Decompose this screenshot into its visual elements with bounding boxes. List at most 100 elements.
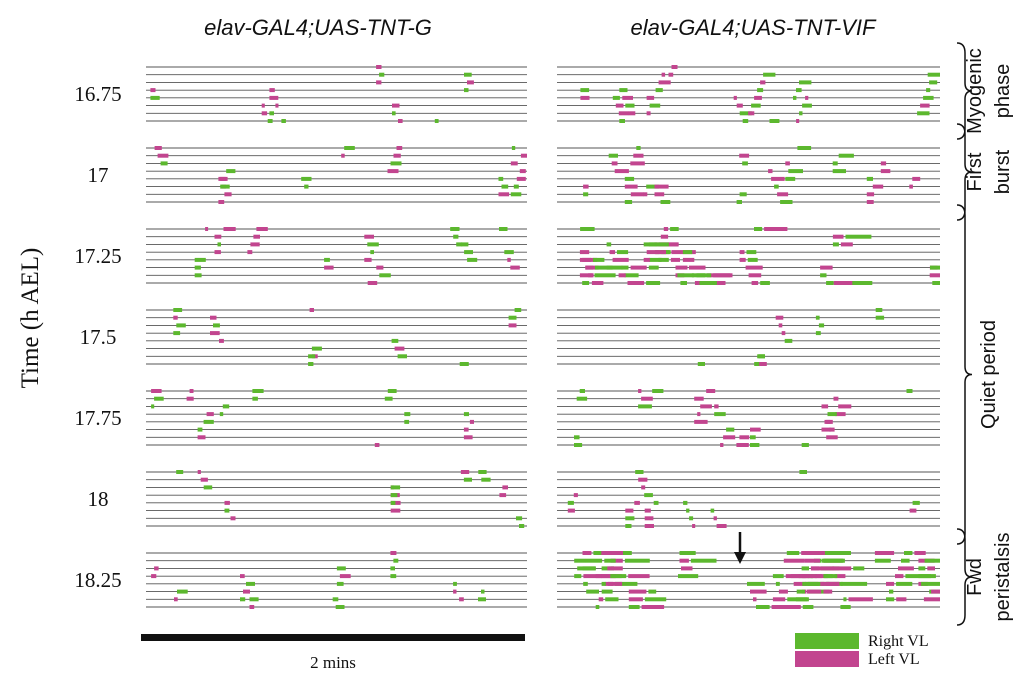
right-vl-event — [683, 500, 688, 505]
phase-label: Fwd — [964, 558, 986, 596]
left-vl-event — [630, 265, 647, 270]
left-vl-event — [750, 427, 761, 432]
right-vl-event — [308, 354, 316, 359]
right-vl-event — [742, 119, 749, 123]
left-vl-event — [390, 551, 397, 555]
right-vl-event — [606, 265, 623, 270]
right-vl-event — [644, 597, 667, 602]
right-vl-event — [678, 574, 699, 579]
right-vl-event — [246, 581, 255, 586]
right-vl-event — [194, 265, 201, 270]
right-vl-event — [904, 551, 913, 555]
left-vl-event — [801, 551, 819, 555]
left-vl-event — [591, 281, 604, 285]
right-vl-event — [918, 566, 926, 571]
raster-block — [146, 470, 527, 528]
phase-bracket — [956, 528, 973, 626]
right-vl-event — [660, 200, 671, 204]
left-vl-event — [367, 281, 378, 285]
right-vl-event — [788, 169, 803, 174]
left-vl-event — [615, 103, 624, 108]
timepoint-label: 17.25 — [74, 244, 121, 268]
left-vl-event — [622, 95, 633, 100]
left-vl-event — [249, 605, 255, 609]
left-vl-event — [748, 273, 762, 278]
right-vl-event — [774, 184, 779, 189]
left-vl-event — [697, 412, 701, 417]
left-vl-event — [224, 500, 230, 505]
left-vl-event — [835, 281, 853, 285]
raster-block — [557, 65, 940, 123]
left-vl-event — [638, 389, 642, 393]
right-vl-event — [802, 103, 812, 108]
raster-blocks — [146, 65, 940, 609]
right-vl-event — [801, 566, 809, 571]
right-vl-event — [301, 176, 312, 181]
left-vl-event — [700, 404, 712, 409]
left-vl-event — [247, 250, 253, 255]
right-vl-event — [624, 558, 650, 563]
left-vl-event — [214, 234, 222, 239]
left-vl-event — [641, 605, 665, 609]
left-vl-event — [392, 103, 400, 108]
right-vl-event — [344, 146, 355, 150]
left-vl-event — [909, 508, 917, 513]
left-vl-event — [920, 103, 930, 108]
left-vl-event — [723, 435, 736, 440]
left-vl-event — [200, 477, 208, 482]
left-vl-event — [874, 551, 895, 555]
right-vl-event — [905, 574, 931, 579]
left-vl-event — [376, 265, 384, 270]
left-vl-event — [764, 227, 788, 231]
right-vl-event — [595, 605, 600, 609]
left-vl-event — [610, 566, 623, 571]
right-vl-event — [390, 485, 401, 490]
left-vl-event — [459, 597, 464, 602]
right-vl-event — [648, 265, 659, 270]
left-vl-event — [614, 169, 629, 174]
right-vl-event — [617, 250, 629, 255]
right-vl-event — [853, 566, 865, 571]
timepoint-label: 16.75 — [74, 82, 121, 106]
left-vl-event — [214, 250, 221, 255]
right-vl-event — [926, 88, 931, 93]
left-vl-event — [778, 589, 788, 594]
right-vl-event — [726, 427, 735, 432]
right-vl-event — [875, 308, 883, 312]
left-vl-event — [644, 524, 654, 528]
left-vl-event — [771, 605, 792, 609]
right-vl-event — [823, 558, 844, 563]
left-vl-event — [150, 88, 156, 93]
right-vl-event — [459, 362, 469, 366]
right-vl-event — [679, 551, 696, 555]
right-vl-event — [580, 227, 595, 231]
right-vl-event — [593, 257, 605, 262]
right-vl-event — [574, 574, 582, 579]
right-vl-event — [601, 581, 606, 586]
left-vl-event — [610, 558, 623, 563]
right-vl-event — [434, 119, 439, 123]
right-vl-event — [623, 551, 632, 555]
right-vl-event — [827, 412, 837, 417]
right-vl-event — [594, 273, 616, 278]
left-vl-event — [821, 404, 829, 409]
right-vl-event — [785, 176, 796, 181]
right-vl-event — [845, 234, 872, 239]
left-vl-event — [802, 574, 823, 579]
left-vl-event — [634, 500, 640, 505]
y-axis-label: Time (h AEL) — [17, 248, 44, 389]
right-vl-event — [478, 597, 486, 602]
left-vl-event — [583, 574, 602, 579]
right-vl-event — [510, 192, 522, 197]
right-vl-event — [757, 88, 764, 93]
right-vl-event — [746, 250, 757, 255]
left-vl-event — [243, 589, 250, 594]
right-vl-event — [670, 227, 679, 231]
right-vl-event — [390, 566, 395, 571]
left-vl-event — [240, 574, 245, 579]
right-vl-event — [615, 581, 638, 586]
raster-block — [146, 389, 527, 447]
right-vl-event — [896, 581, 913, 586]
right-vl-event — [370, 250, 374, 255]
